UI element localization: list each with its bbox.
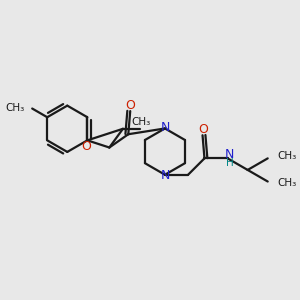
Text: N: N [225,148,234,161]
Text: O: O [199,123,208,136]
Text: CH₃: CH₃ [132,117,151,127]
Text: CH₃: CH₃ [278,152,297,161]
Text: CH₃: CH₃ [5,103,25,112]
Text: H: H [226,158,233,168]
Text: O: O [81,140,91,153]
Text: CH₃: CH₃ [278,178,297,188]
Text: O: O [125,99,135,112]
Text: N: N [160,169,170,182]
Text: N: N [160,121,170,134]
